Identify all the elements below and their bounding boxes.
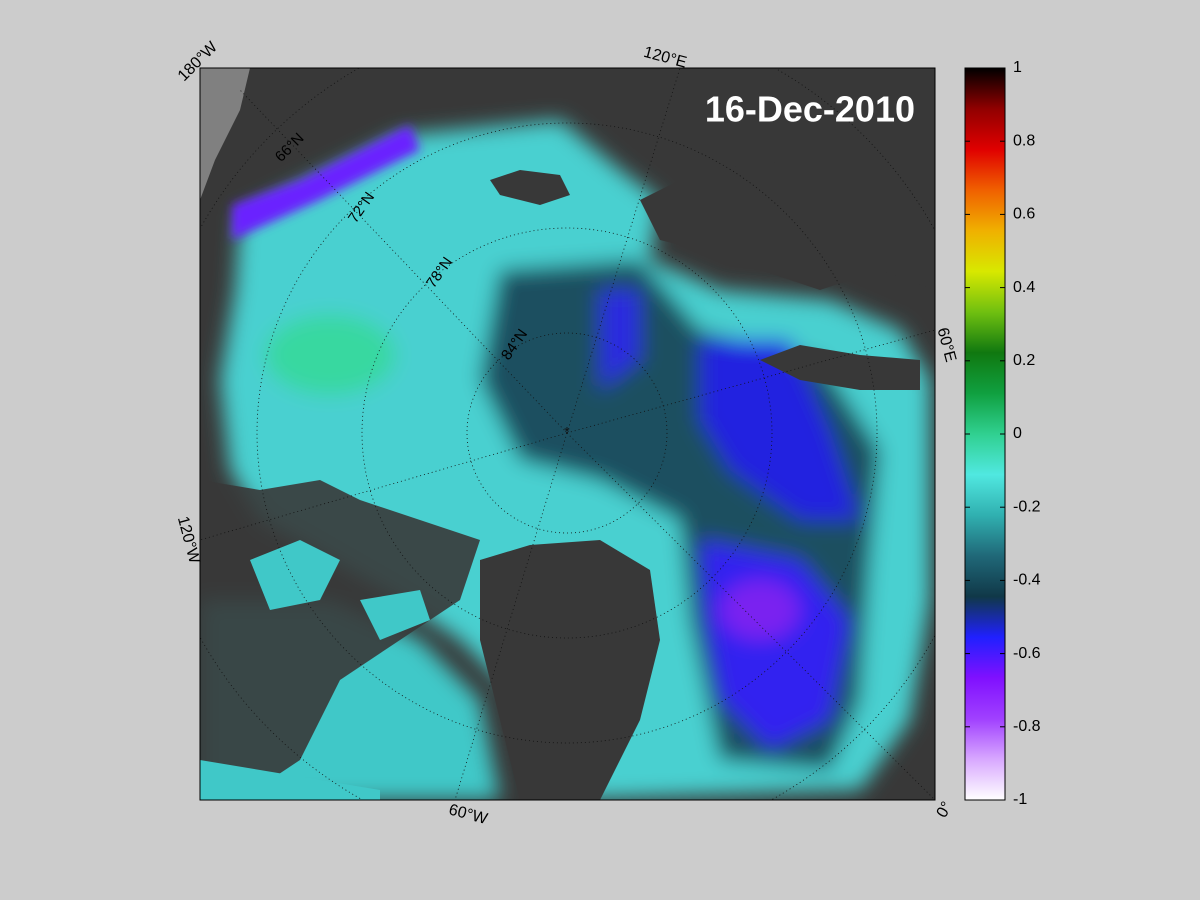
island [490, 170, 570, 205]
colorbar-tick-label: 0.8 [1013, 132, 1035, 149]
ice-purple [232, 125, 420, 240]
map: * [200, 68, 935, 800]
channel [360, 590, 430, 640]
colorbar-tick-label: 1 [1013, 59, 1022, 76]
siberia [640, 130, 935, 290]
graticule [200, 68, 935, 800]
colorbar-tick-label: -1 [1013, 791, 1027, 808]
hudson [200, 760, 380, 800]
lon-label: 120°W [174, 514, 203, 566]
channel [250, 540, 340, 610]
date-title: 16-Dec-2010 [705, 89, 915, 130]
colorbar-tick-label: 0.6 [1013, 206, 1035, 223]
colorbar [964, 67, 1006, 801]
greenland [480, 540, 660, 800]
colorbar-tick-label: -0.4 [1013, 572, 1041, 589]
colorbar-tick-label: 0.4 [1013, 279, 1035, 296]
pole-marker: * [564, 424, 570, 440]
lon-label: 60°W [447, 801, 490, 828]
lon-label: 0° [934, 799, 956, 821]
map-frame [199, 67, 936, 801]
lon-label: 120°E [642, 44, 689, 72]
colorbar-tick-label: -0.8 [1013, 718, 1041, 735]
lon-label: 60°E [934, 326, 959, 364]
colorbar-tick-label: 0.2 [1013, 352, 1035, 369]
land-gray [200, 68, 250, 200]
colorbar-tick-label: 0 [1013, 425, 1022, 442]
colorbar-tick-label: -0.6 [1013, 645, 1041, 662]
colorbar-ticks: 1 0.8 0.6 0.4 0.2 0 -0.2 -0.4 -0.6 -0.8 -1 [965, 59, 1041, 808]
colorbar-tick-label: -0.2 [1013, 498, 1041, 515]
novaya-zemlya [760, 345, 920, 390]
